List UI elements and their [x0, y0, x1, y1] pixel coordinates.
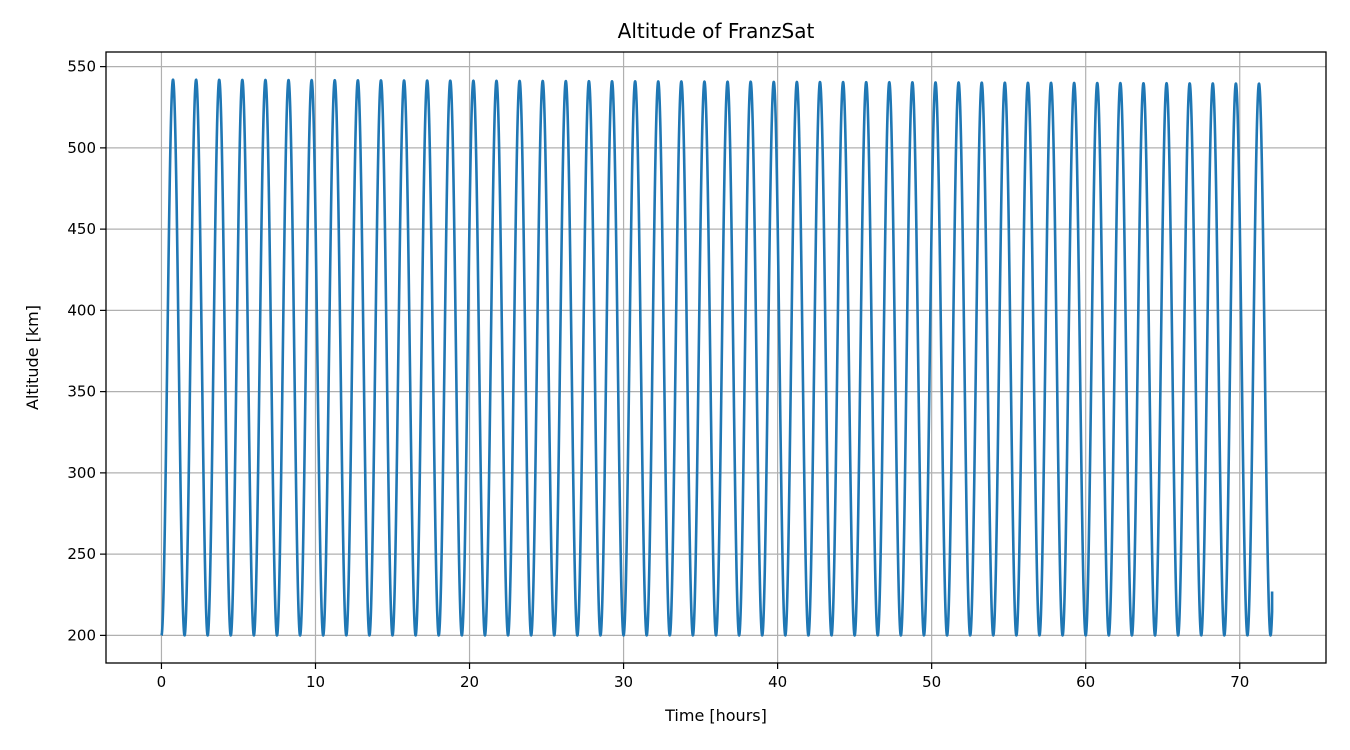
chart-title: Altitude of FranzSat — [618, 19, 815, 43]
x-axis-label: Time [hours] — [664, 706, 767, 725]
x-tick-label: 40 — [768, 673, 787, 691]
y-axis-ticks: 200 250 300 350 400 450 500 550 — [67, 58, 106, 644]
altitude-series-line — [160, 78, 1274, 637]
x-axis-ticks: 0 10 20 30 40 50 60 70 — [157, 663, 1249, 691]
x-tick-label: 0 — [157, 673, 167, 691]
y-tick-label: 350 — [67, 383, 96, 401]
y-tick-label: 500 — [67, 139, 96, 157]
y-axis-label: Altitude [km] — [23, 305, 42, 410]
plot-frame — [105, 51, 1327, 664]
y-tick-label: 200 — [67, 626, 96, 644]
y-tick-label: 300 — [67, 464, 96, 482]
x-tick-label: 50 — [922, 673, 941, 691]
y-tick-label: 550 — [67, 58, 96, 76]
y-tick-label: 450 — [67, 220, 96, 238]
x-tick-label: 70 — [1230, 673, 1249, 691]
x-tick-label: 20 — [460, 673, 479, 691]
y-tick-label: 250 — [67, 545, 96, 563]
x-tick-label: 10 — [306, 673, 325, 691]
y-tick-label: 400 — [67, 301, 96, 319]
x-tick-label: 60 — [1076, 673, 1095, 691]
series-layer — [160, 78, 1274, 637]
x-tick-label: 30 — [614, 673, 633, 691]
grid-lines — [106, 52, 1326, 663]
